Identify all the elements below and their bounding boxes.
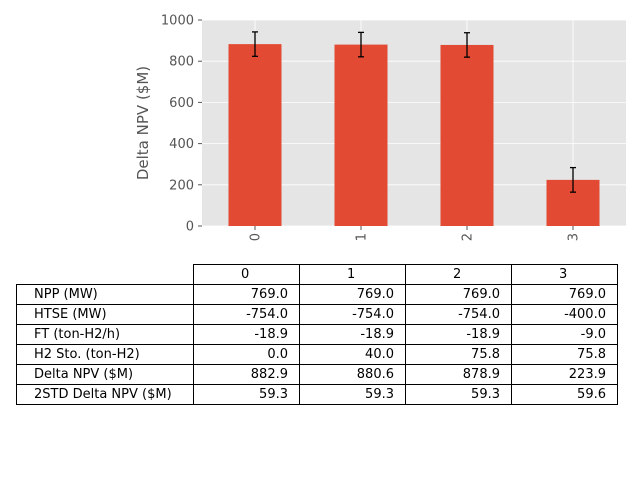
table-cell: 769.0	[193, 284, 300, 305]
table-cell: 769.0	[299, 284, 406, 305]
bar-0	[228, 44, 282, 226]
table-cell: 59.3	[299, 384, 406, 405]
table-row: H2 Sto. (ton-H2) 0.0 40.0 75.8 75.8	[16, 344, 618, 365]
table-cell: 40.0	[299, 344, 406, 365]
table-row: NPP (MW) 769.0 769.0 769.0 769.0	[16, 284, 618, 305]
table-cell: 59.6	[511, 384, 618, 405]
table-row-label: FT (ton-H2/h)	[16, 324, 194, 345]
y-tick-label: 0	[186, 220, 194, 235]
table-column-header: 2	[405, 264, 512, 285]
y-tick-label: 800	[169, 55, 194, 70]
table-column-header: 1	[299, 264, 406, 285]
table-row-label: 2STD Delta NPV ($M)	[16, 384, 194, 405]
table-corner	[17, 265, 194, 285]
table-row: HTSE (MW) -754.0 -754.0 -754.0 -400.0	[16, 304, 618, 325]
table-body: NPP (MW) 769.0 769.0 769.0 769.0 HTSE (MW) -75…	[16, 284, 618, 405]
table-row: 2STD Delta NPV ($M) 59.3 59.3 59.3 59.6	[16, 384, 618, 405]
table-cell: 75.8	[511, 344, 618, 365]
table-column-header: 0	[193, 264, 300, 285]
y-tick-label: 400	[169, 137, 194, 152]
bar-chart: 0 200 400 600 800 1000 0 1 2 3 Delta NPV ($M)	[134, 14, 626, 241]
table-cell: 878.9	[405, 364, 512, 385]
table-cell: -754.0	[299, 304, 406, 325]
table-cell: 75.8	[405, 344, 512, 365]
table-row-label: H2 Sto. (ton-H2)	[16, 344, 194, 365]
table-cell: 59.3	[405, 384, 512, 405]
table-cell: 59.3	[193, 384, 300, 405]
x-axis-ticks: 0 1 2 3	[249, 226, 582, 241]
table-cell: 769.0	[405, 284, 512, 305]
table-row-label: NPP (MW)	[16, 284, 194, 305]
table-cell: -400.0	[511, 304, 618, 325]
table-cell: 769.0	[511, 284, 618, 305]
bar-2	[440, 44, 494, 227]
table-cell: -754.0	[405, 304, 512, 325]
error-bars	[252, 31, 576, 193]
x-tick-label: 0	[249, 233, 264, 241]
table-cell: -754.0	[193, 304, 300, 325]
table-cell: 880.6	[299, 364, 406, 385]
table-cell: 223.9	[511, 364, 618, 385]
y-axis-ticks: 0 200 400 600 800 1000	[161, 14, 202, 235]
x-tick-label: 1	[355, 233, 370, 241]
table-cell: -18.9	[405, 324, 512, 345]
y-tick-label: 200	[169, 178, 194, 193]
table-row-label: Delta NPV ($M)	[16, 364, 194, 385]
table-cell: -9.0	[511, 324, 618, 345]
table-row: FT (ton-H2/h) -18.9 -18.9 -18.9 -9.0	[16, 324, 618, 345]
table-row-label: HTSE (MW)	[16, 304, 194, 325]
table-row: Delta NPV ($M) 882.9 880.6 878.9 223.9	[16, 364, 618, 385]
table-cell: -18.9	[193, 324, 300, 345]
table-column-header: 3	[511, 264, 618, 285]
bars	[228, 44, 600, 227]
table-cell: 0.0	[193, 344, 300, 365]
table-cell: -18.9	[299, 324, 406, 345]
bar-1	[334, 44, 388, 226]
x-tick-label: 2	[461, 233, 476, 241]
y-axis-label: Delta NPV ($M)	[134, 66, 152, 180]
y-tick-label: 1000	[161, 14, 194, 29]
table-cell: 882.9	[193, 364, 300, 385]
x-tick-label: 3	[567, 233, 582, 241]
y-tick-label: 600	[169, 96, 194, 111]
